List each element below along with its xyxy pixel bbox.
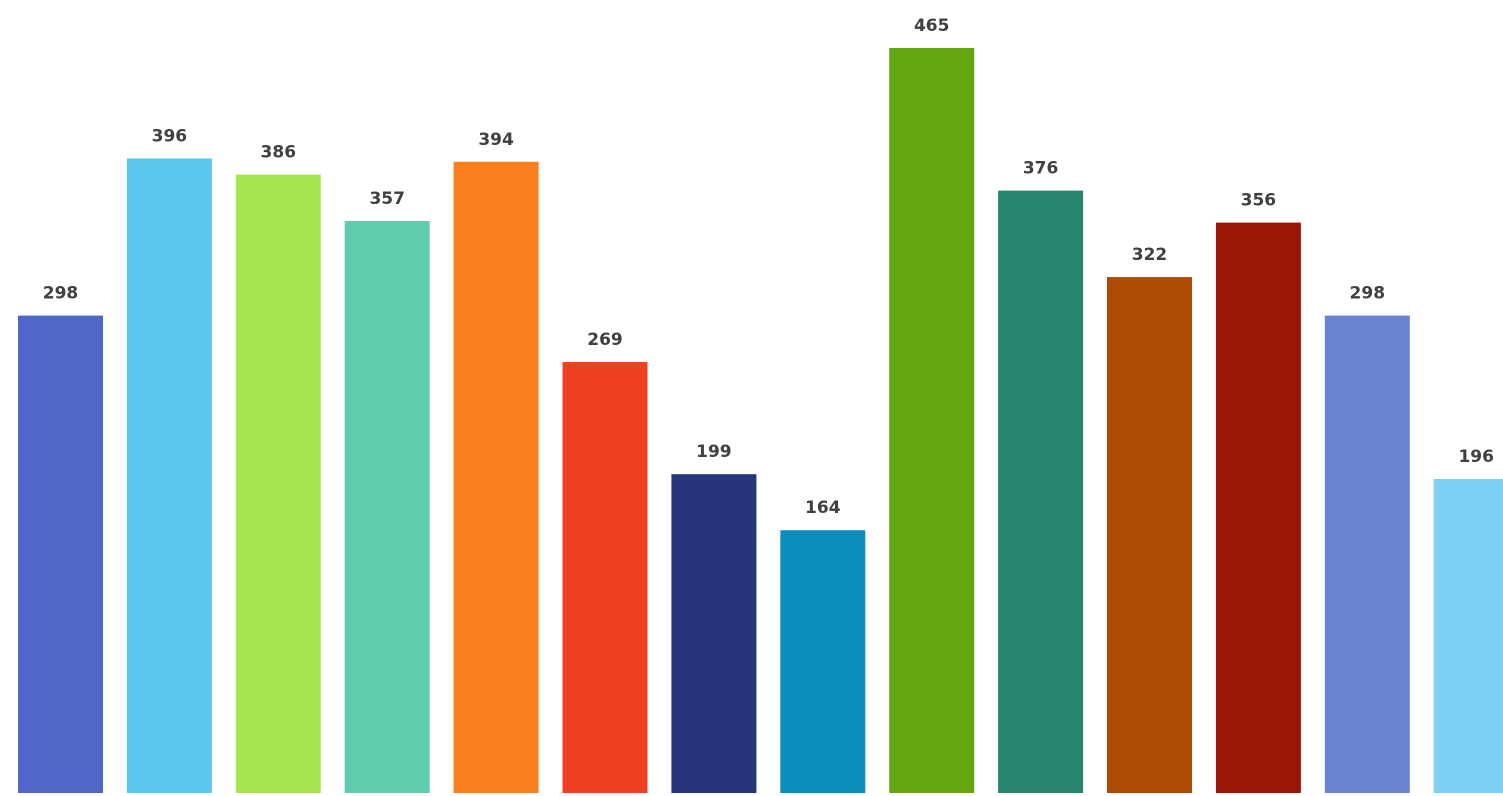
data-label-2: 396 xyxy=(152,127,188,147)
bar-8 xyxy=(780,530,865,793)
bars-layer xyxy=(18,48,1503,793)
data-label-1: 298 xyxy=(43,284,79,304)
bar-2 xyxy=(127,159,212,794)
data-label-14: 196 xyxy=(1458,447,1494,467)
data-label-8: 164 xyxy=(805,498,841,518)
bar-10 xyxy=(998,191,1083,793)
bar-7 xyxy=(671,474,756,793)
data-label-6: 269 xyxy=(587,330,623,350)
data-label-3: 386 xyxy=(261,143,297,163)
bar-11 xyxy=(1107,277,1192,793)
data-label-4: 357 xyxy=(369,189,405,209)
data-label-11: 322 xyxy=(1132,245,1168,265)
bar-12 xyxy=(1216,223,1301,793)
bar-5 xyxy=(454,162,539,793)
data-label-9: 465 xyxy=(914,16,950,36)
data-label-10: 376 xyxy=(1023,159,1059,179)
bar-6 xyxy=(563,362,648,793)
data-label-5: 394 xyxy=(478,130,514,150)
bar-13 xyxy=(1325,316,1410,793)
bar-1 xyxy=(18,316,103,793)
data-label-12: 356 xyxy=(1241,191,1277,211)
data-label-13: 298 xyxy=(1350,284,1386,304)
bar-3 xyxy=(236,175,321,793)
bar-9 xyxy=(889,48,974,793)
bar-4 xyxy=(345,221,430,793)
bar-14 xyxy=(1434,479,1503,793)
data-label-7: 199 xyxy=(696,442,732,462)
